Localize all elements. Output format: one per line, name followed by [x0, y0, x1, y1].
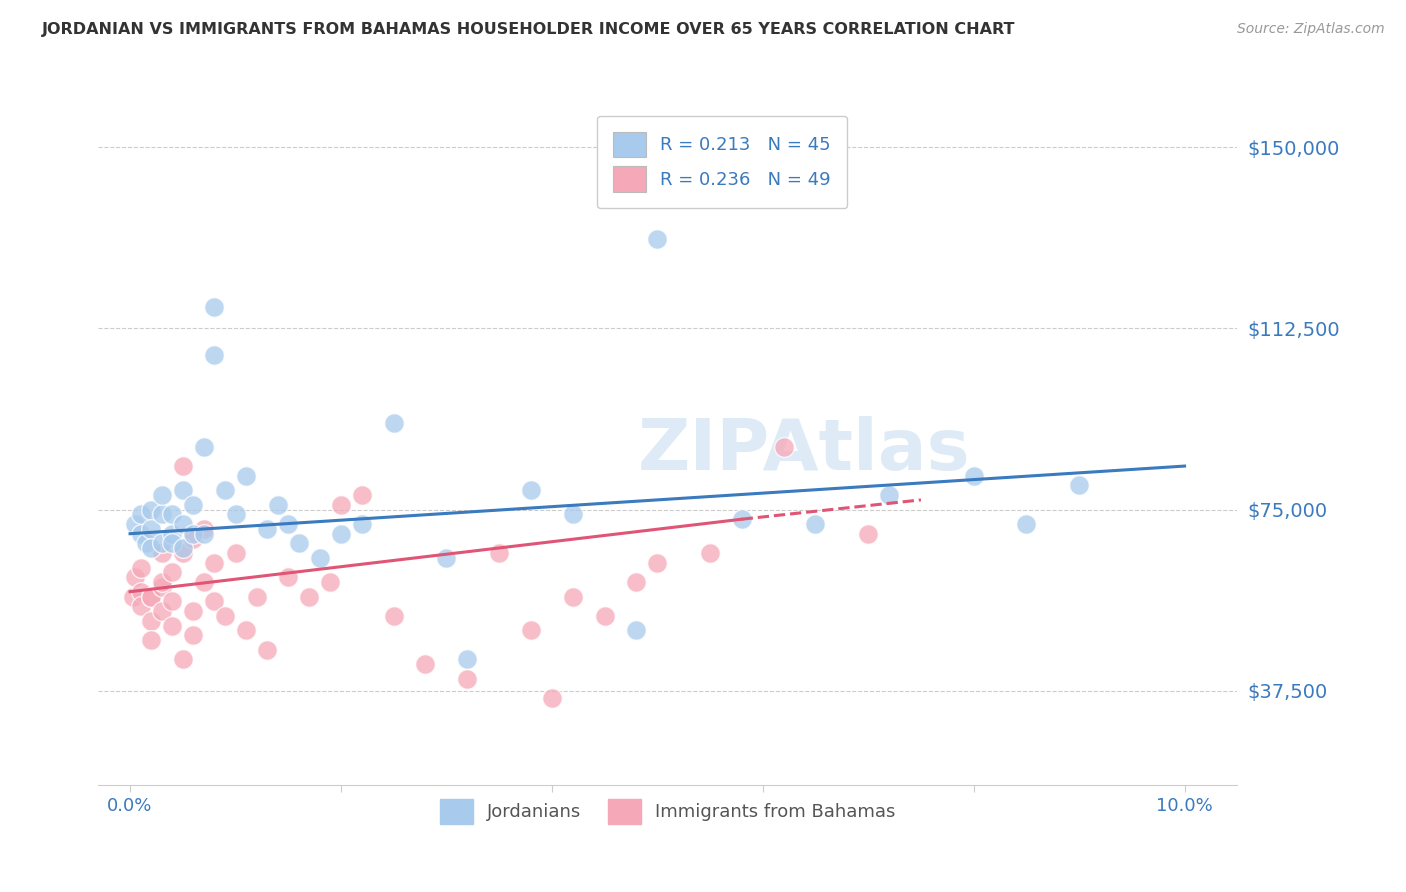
Point: [162, 536, 183, 550]
Point: [162, 566, 183, 580]
Point: [204, 300, 226, 314]
Point: [183, 526, 205, 541]
Point: [256, 642, 278, 657]
Point: [520, 483, 543, 498]
Point: [141, 541, 163, 556]
Point: [647, 556, 669, 570]
Point: [647, 232, 669, 246]
Point: [162, 508, 183, 522]
Point: [225, 508, 247, 522]
Point: [267, 498, 290, 512]
Point: [150, 488, 173, 502]
Point: [277, 516, 299, 531]
Point: [172, 541, 194, 556]
Point: [183, 532, 205, 546]
Point: [150, 604, 173, 618]
Point: [129, 526, 152, 541]
Point: [172, 652, 194, 666]
Point: [352, 488, 374, 502]
Point: [141, 590, 163, 604]
Point: [288, 536, 311, 550]
Point: [135, 536, 157, 550]
Point: [436, 550, 458, 565]
Point: [172, 458, 194, 473]
Text: JORDANIAN VS IMMIGRANTS FROM BAHAMAS HOUSEHOLDER INCOME OVER 65 YEARS CORRELATIO: JORDANIAN VS IMMIGRANTS FROM BAHAMAS HOU…: [42, 22, 1015, 37]
Point: [963, 468, 986, 483]
Point: [225, 546, 247, 560]
Point: [562, 508, 585, 522]
Point: [877, 488, 901, 502]
Point: [172, 516, 194, 531]
Point: [277, 570, 299, 584]
Point: [731, 512, 754, 526]
Point: [256, 522, 278, 536]
Point: [141, 614, 163, 628]
Text: ZIPAtlas: ZIPAtlas: [638, 417, 970, 485]
Point: [129, 560, 152, 574]
Point: [193, 526, 215, 541]
Point: [129, 599, 152, 614]
Point: [183, 628, 205, 642]
Point: [172, 546, 194, 560]
Point: [214, 483, 236, 498]
Point: [309, 550, 332, 565]
Point: [124, 516, 146, 531]
Point: [162, 618, 183, 632]
Point: [235, 624, 257, 638]
Point: [204, 556, 226, 570]
Point: [246, 590, 269, 604]
Point: [773, 440, 796, 454]
Text: Source: ZipAtlas.com: Source: ZipAtlas.com: [1237, 22, 1385, 37]
Point: [193, 522, 215, 536]
Point: [150, 546, 173, 560]
Point: [330, 498, 353, 512]
Point: [593, 608, 616, 623]
Point: [298, 590, 321, 604]
Point: [804, 516, 827, 531]
Point: [214, 608, 236, 623]
Point: [415, 657, 437, 672]
Point: [162, 594, 183, 608]
Point: [150, 580, 173, 594]
Point: [562, 590, 585, 604]
Point: [626, 624, 648, 638]
Point: [204, 348, 226, 362]
Point: [141, 522, 163, 536]
Point: [141, 633, 163, 648]
Legend: Jordanians, Immigrants from Bahamas: Jordanians, Immigrants from Bahamas: [426, 784, 910, 838]
Point: [204, 594, 226, 608]
Point: [129, 584, 152, 599]
Point: [858, 526, 880, 541]
Point: [1015, 516, 1038, 531]
Point: [150, 508, 173, 522]
Point: [330, 526, 353, 541]
Point: [382, 416, 405, 430]
Point: [162, 526, 183, 541]
Point: [150, 574, 173, 589]
Point: [540, 690, 562, 705]
Point: [1069, 478, 1091, 492]
Point: [352, 516, 374, 531]
Point: [382, 608, 405, 623]
Point: [122, 590, 145, 604]
Point: [626, 574, 648, 589]
Point: [457, 672, 479, 686]
Point: [141, 590, 163, 604]
Point: [319, 574, 342, 589]
Point: [488, 546, 510, 560]
Point: [457, 652, 479, 666]
Point: [183, 498, 205, 512]
Point: [141, 502, 163, 516]
Point: [699, 546, 721, 560]
Point: [193, 440, 215, 454]
Point: [129, 508, 152, 522]
Point: [235, 468, 257, 483]
Point: [193, 574, 215, 589]
Point: [124, 570, 146, 584]
Point: [520, 624, 543, 638]
Point: [172, 483, 194, 498]
Point: [183, 604, 205, 618]
Point: [150, 536, 173, 550]
